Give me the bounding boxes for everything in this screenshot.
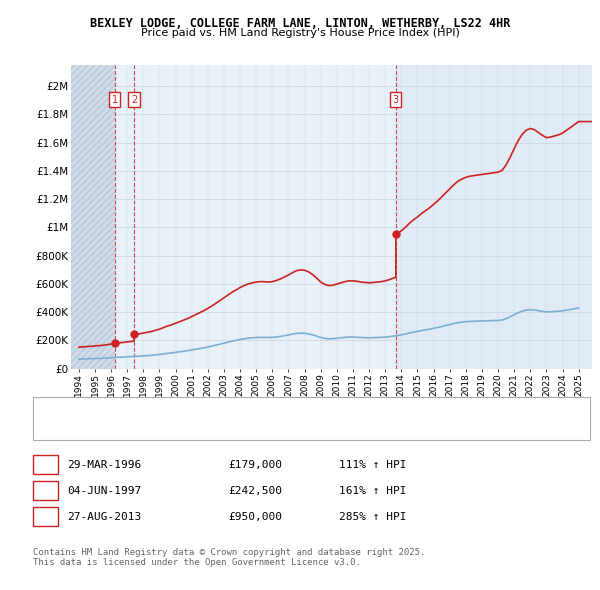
Text: £950,000: £950,000 (228, 512, 282, 522)
Text: 04-JUN-1997: 04-JUN-1997 (67, 486, 142, 496)
Text: £179,000: £179,000 (228, 460, 282, 470)
Bar (71, 65, 115, 369)
Text: Price paid vs. HM Land Registry's House Price Index (HPI): Price paid vs. HM Land Registry's House … (140, 28, 460, 38)
Text: BEXLEY LODGE, COLLEGE FARM LANE, LINTON, WETHERBY, LS22 4HR: BEXLEY LODGE, COLLEGE FARM LANE, LINTON,… (90, 17, 510, 30)
Text: 161% ↑ HPI: 161% ↑ HPI (339, 486, 407, 496)
Text: 2: 2 (131, 95, 137, 105)
Text: 1: 1 (112, 95, 118, 105)
Text: £242,500: £242,500 (228, 486, 282, 496)
Text: BEXLEY LODGE, COLLEGE FARM LANE, LINTON, WETHERBY, LS22 4HR (detached house): BEXLEY LODGE, COLLEGE FARM LANE, LINTON,… (70, 404, 507, 413)
Text: 111% ↑ HPI: 111% ↑ HPI (339, 460, 407, 470)
Bar (396, 65, 592, 369)
Text: 27-AUG-2013: 27-AUG-2013 (67, 512, 142, 522)
Text: 2: 2 (42, 486, 49, 496)
Text: 29-MAR-1996: 29-MAR-1996 (67, 460, 142, 470)
Text: 3: 3 (42, 512, 49, 522)
Text: 285% ↑ HPI: 285% ↑ HPI (339, 512, 407, 522)
Text: HPI: Average price, detached house, Leeds: HPI: Average price, detached house, Leed… (70, 424, 306, 432)
Text: 3: 3 (393, 95, 399, 105)
Text: 1: 1 (42, 460, 49, 470)
Text: Contains HM Land Registry data © Crown copyright and database right 2025.
This d: Contains HM Land Registry data © Crown c… (33, 548, 425, 567)
